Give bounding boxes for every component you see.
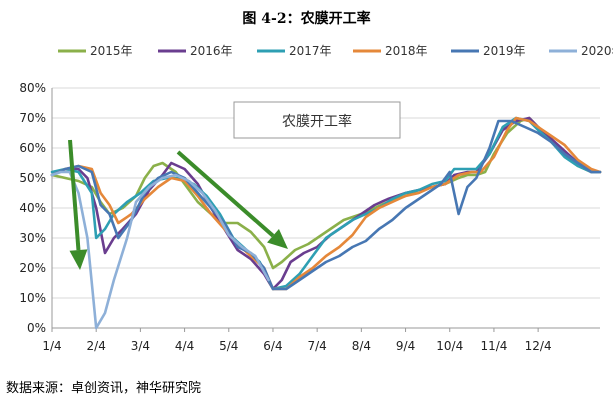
x-tick-label: 11/4 bbox=[480, 339, 507, 353]
figure-title: 图 4-2：农膜开工率 bbox=[242, 11, 371, 27]
trend-arrows bbox=[68, 139, 288, 270]
x-tick-label: 2/4 bbox=[87, 339, 106, 353]
x-tick-label: 10/4 bbox=[436, 339, 463, 353]
x-tick-label: 1/4 bbox=[42, 339, 61, 353]
legend-label-2019年: 2019年 bbox=[483, 44, 526, 58]
x-tick-label: 3/4 bbox=[131, 339, 150, 353]
trend-arrow-1-shaft bbox=[68, 139, 81, 251]
trend-arrow-2-shaft bbox=[176, 150, 275, 238]
y-tick-label: 10% bbox=[19, 291, 46, 305]
trend-arrow-2-head bbox=[267, 229, 288, 249]
inset-label-box: 农膜开工率 bbox=[233, 101, 401, 139]
inset-box bbox=[233, 101, 401, 139]
y-tick-label: 20% bbox=[19, 261, 46, 275]
series-lines bbox=[50, 116, 602, 330]
source-note: 数据来源：卓创资讯，神华研究院 bbox=[6, 381, 202, 396]
series-line-2020年 bbox=[50, 170, 270, 330]
x-tick-label: 9/4 bbox=[396, 339, 415, 353]
series-line-2019年 bbox=[50, 119, 602, 291]
legend-label-2016年: 2016年 bbox=[190, 44, 233, 58]
legend-label-2017年: 2017年 bbox=[289, 44, 332, 58]
legend-label-2018年: 2018年 bbox=[385, 44, 428, 58]
axes: 0% 10% 20% 30% 40% 50% 60% 70% 80% 1/4 2/4 3/4 4/4 5/… bbox=[19, 81, 600, 353]
y-tick-label: 80% bbox=[19, 81, 46, 95]
y-tick-label: 0% bbox=[27, 321, 46, 335]
inset-label: 农膜开工率 bbox=[282, 113, 352, 130]
trend-arrow-1-head bbox=[69, 249, 88, 270]
y-tick-label: 40% bbox=[19, 201, 46, 215]
x-tick-label: 4/4 bbox=[175, 339, 194, 353]
x-tick-label: 5/4 bbox=[219, 339, 238, 353]
legend: 2015年 2016年 2017年 2018年 2019年 2020年 bbox=[58, 44, 613, 58]
legend-label-2015年: 2015年 bbox=[90, 44, 133, 58]
x-tick-label: 12/4 bbox=[525, 339, 552, 353]
y-tick-label: 60% bbox=[19, 141, 46, 155]
y-tick-label: 70% bbox=[19, 111, 46, 125]
y-tick-label: 50% bbox=[19, 171, 46, 185]
y-tick-label: 30% bbox=[19, 231, 46, 245]
x-tick-label: 8/4 bbox=[352, 339, 371, 353]
x-tick-label: 6/4 bbox=[263, 339, 282, 353]
legend-label-2020年: 2020年 bbox=[581, 44, 613, 58]
series-line-2015年 bbox=[50, 116, 602, 270]
x-tick-label: 7/4 bbox=[308, 339, 327, 353]
